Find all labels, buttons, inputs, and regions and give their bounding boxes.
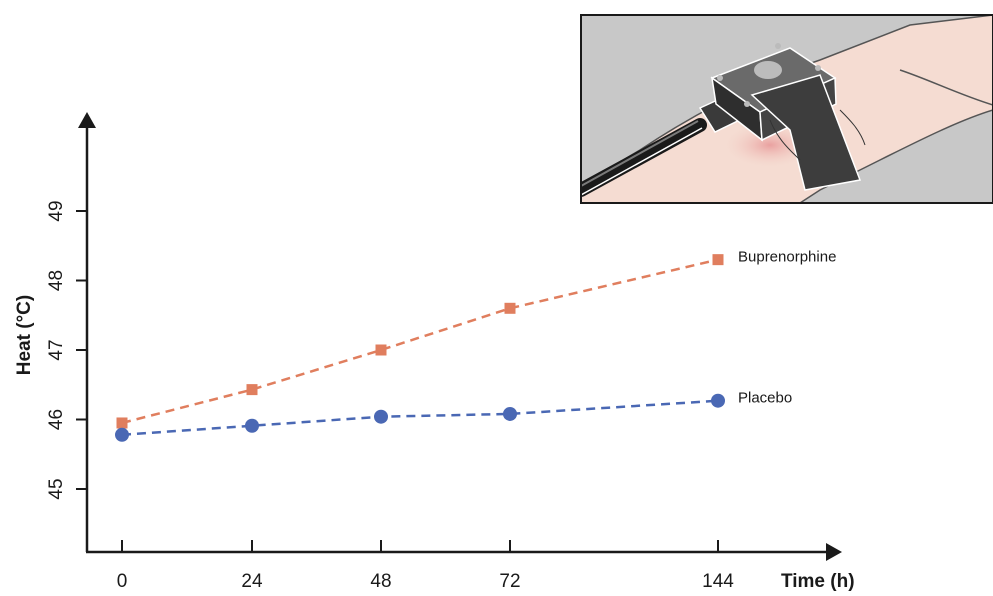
y-tick-label: 49: [46, 200, 67, 221]
series-line: [121, 399, 719, 437]
y-tick-label: 45: [46, 478, 67, 499]
y-axis-title: Heat (°C): [14, 295, 35, 375]
series-label: Buprenorphine: [738, 249, 836, 266]
data-point: [115, 427, 129, 442]
data-point: [504, 302, 516, 314]
data-point: [116, 417, 128, 429]
series-buprenorphine: Buprenorphine: [116, 249, 836, 429]
series-label: Placebo: [738, 390, 792, 407]
series-layer: Buprenorphine Placebo: [115, 249, 836, 442]
data-point: [374, 409, 388, 424]
series-placebo: Placebo: [115, 390, 792, 442]
data-point: [712, 254, 724, 266]
data-point: [245, 418, 259, 433]
x-tick-label: 48: [370, 571, 391, 592]
thermode-on-arm-icon: [580, 14, 993, 204]
x-axis-title: Time (h): [781, 571, 855, 592]
data-point: [711, 393, 725, 408]
series-line: [121, 258, 719, 425]
y-tick-label: 47: [46, 339, 67, 360]
data-point: [246, 384, 258, 396]
y-ticks: 45 46 47 48 49: [46, 200, 87, 500]
x-tick-label: 0: [117, 571, 128, 592]
y-axis-arrow-icon: [78, 112, 96, 128]
data-point: [503, 406, 517, 421]
x-tick-label: 72: [499, 571, 520, 592]
axes: [78, 112, 842, 561]
data-point: [375, 344, 387, 356]
x-tick-label: 144: [702, 571, 734, 592]
y-tick-label: 46: [46, 409, 67, 430]
x-axis-arrow-icon: [826, 543, 842, 561]
x-ticks: 0 24 48 72 144: [117, 540, 734, 592]
y-tick-label: 48: [46, 270, 67, 291]
x-tick-label: 24: [241, 571, 263, 592]
